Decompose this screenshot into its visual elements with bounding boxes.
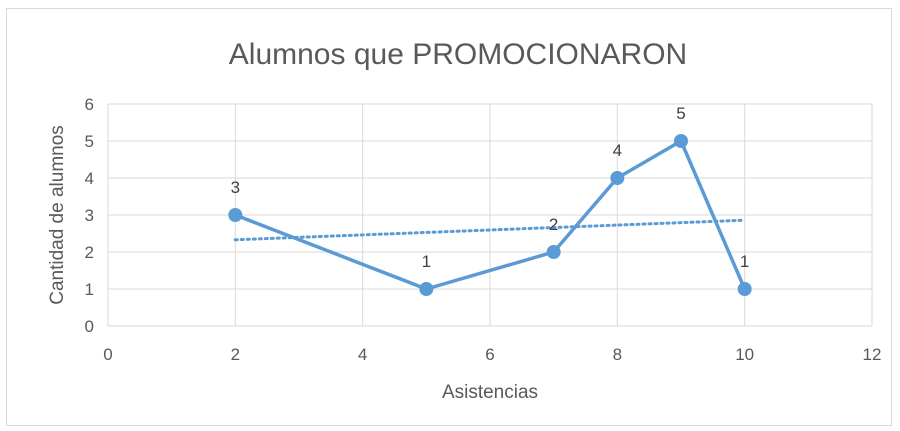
grid [107,103,873,327]
y-tick-label: 2 [85,243,94,262]
data-label: 1 [422,252,431,271]
x-tick-label: 4 [358,345,367,364]
y-tick-label: 1 [85,280,94,299]
data-label: 5 [676,104,685,123]
y-tick-label: 4 [85,169,94,188]
x-axis-label: Asistencias [442,382,538,403]
y-tick-label: 0 [85,317,94,336]
chart-title: Alumnos que PROMOCIONARON [229,38,687,71]
x-tick-label: 10 [735,345,754,364]
x-tick-labels: 0 2 4 6 8 10 12 [103,345,881,364]
trendline [233,218,747,242]
x-tick-label: 2 [231,345,240,364]
y-tick-labels: 0 1 2 3 4 5 6 [85,95,94,336]
y-tick-label: 6 [85,95,94,114]
series-line [234,139,747,291]
data-point [228,208,243,222]
x-tick-label: 8 [613,345,622,364]
series-group [228,134,752,296]
data-label: 2 [549,215,558,234]
x-tick-label: 0 [103,345,112,364]
data-labels: 3 1 2 4 5 1 [231,104,750,271]
y-tick-label: 5 [85,132,94,151]
data-label: 4 [613,141,622,160]
y-tick-label: 3 [85,206,94,225]
x-tick-label: 6 [485,345,494,364]
data-point [610,171,625,185]
y-axis-label: Cantidad de alumnos [47,125,68,305]
trendline-group [233,218,747,242]
data-point [546,245,561,259]
data-point [674,134,688,148]
data-label: 1 [740,252,749,271]
data-point [419,282,434,296]
data-label: 3 [231,178,240,197]
x-tick-label: 12 [863,345,882,364]
data-point [737,282,752,296]
